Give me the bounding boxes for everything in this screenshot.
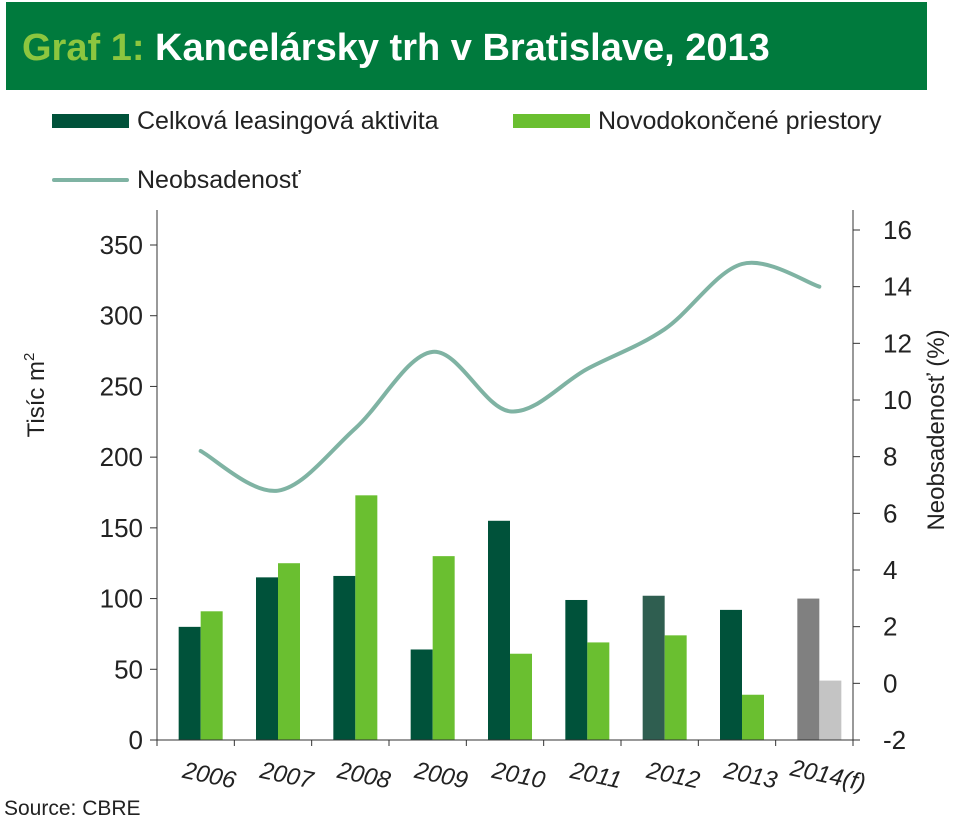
y-tick-label-left-250: 250	[100, 371, 143, 401]
title-banner: Graf 1: Kancelársky trh v Bratislave, 20…	[6, 2, 927, 90]
bar-new-supply-2009	[432, 556, 455, 740]
source-note: Source: CBRE	[4, 797, 141, 820]
y-tick-label-left-300: 300	[100, 301, 143, 331]
bar-new-supply-2010	[510, 653, 532, 740]
bar-leasing-2006	[178, 626, 201, 740]
axes-layer	[150, 210, 860, 746]
legend-label-leasing: Celková leasingová aktivita	[137, 106, 439, 135]
bar-leasing-2010	[488, 520, 510, 740]
bar-leasing-2008	[333, 575, 356, 740]
y-tick-label-right-10: 10	[883, 385, 912, 415]
bar-leasing-2009	[410, 649, 433, 740]
tick-labels: 0 50 100 150 200 250 300 350 -2 0 2 4 6 8 10 12 14 16	[100, 215, 912, 755]
x-tick-label-2011: 2011	[567, 757, 624, 794]
y-tick-label-left-50: 50	[114, 654, 143, 684]
y-tick-label-left-0: 0	[129, 725, 143, 755]
y-tick-label-right-12: 12	[883, 328, 912, 358]
y-tick-label-left-200: 200	[100, 442, 143, 472]
bar-leasing-2014(f)	[797, 598, 820, 740]
y-tick-label-left-150: 150	[100, 513, 143, 543]
y-tick-label-right-0: 0	[883, 668, 897, 698]
y-axis-label-left-sup: 2	[21, 353, 38, 361]
x-tick-label-2007: 2007	[257, 757, 317, 795]
bar-new-supply-2007	[278, 563, 300, 740]
bar-leasing-2011	[565, 599, 588, 740]
vacancy-line	[198, 260, 822, 493]
y-tick-label-right-4: 4	[883, 555, 897, 585]
chart-title-lead: Graf 1:	[22, 27, 145, 69]
bar-new-supply-2008	[355, 495, 378, 740]
bar-new-supply-2011	[587, 642, 610, 740]
x-tick-labels: 2006 2007 2008 2009 2010 2011 2012 2013 2014(f)	[179, 754, 868, 796]
bar-leasing-2012	[642, 595, 665, 740]
y-tick-label-right-2: 2	[883, 612, 897, 642]
chart-title-text: Kancelársky trh v Bratislave, 2013	[155, 27, 770, 69]
x-tick-label-2013: 2013	[721, 757, 780, 795]
y-tick-label-right-8: 8	[883, 442, 897, 472]
bar-new-supply-2014(f)	[819, 680, 842, 740]
legend-line-vacancy	[52, 178, 129, 182]
y-tick-label-right-6: 6	[883, 498, 897, 528]
y-tick-label-right-16: 16	[883, 215, 912, 245]
x-tick-label-2014(f): 2014(f)	[787, 754, 868, 796]
legend-label-new-supply: Novodokončené priestory	[598, 106, 882, 135]
legend-item-leasing: Celková leasingová aktivita	[52, 106, 439, 136]
y-axis-label-left: Tisíc m2	[21, 353, 50, 438]
bar-leasing-2007	[256, 577, 278, 740]
chart-title: Graf 1: Kancelársky trh v Bratislave, 20…	[22, 27, 770, 70]
y-axis-label-right: Neobsadenosť (%)	[923, 329, 950, 530]
bar-new-supply-2006	[200, 611, 223, 740]
legend-item-new-supply: Novodokončené priestory	[513, 106, 882, 136]
y-tick-label-right--2: -2	[883, 725, 906, 755]
x-tick-label-2008: 2008	[334, 757, 393, 795]
x-tick-label-2006: 2006	[179, 757, 238, 795]
x-tick-label-2012: 2012	[643, 757, 702, 795]
legend-swatch-leasing	[52, 114, 129, 128]
bar-layer	[178, 495, 842, 740]
bar-new-supply-2013	[742, 694, 764, 740]
y-tick-label-left-100: 100	[100, 584, 143, 614]
y-axis-label-left-text: Tisíc m	[23, 361, 50, 437]
bar-leasing-2013	[720, 609, 742, 740]
legend-swatch-new-supply	[513, 114, 590, 128]
y-tick-label-left-350: 350	[100, 230, 143, 260]
y-tick-label-right-14: 14	[883, 272, 912, 302]
x-tick-label-2009: 2009	[411, 757, 470, 795]
legend-label-vacancy: Neobsadenosť	[137, 165, 301, 194]
legend-item-vacancy: Neobsadenosť	[52, 165, 301, 195]
x-tick-label-2010: 2010	[489, 757, 548, 795]
bar-new-supply-2012	[664, 635, 687, 740]
